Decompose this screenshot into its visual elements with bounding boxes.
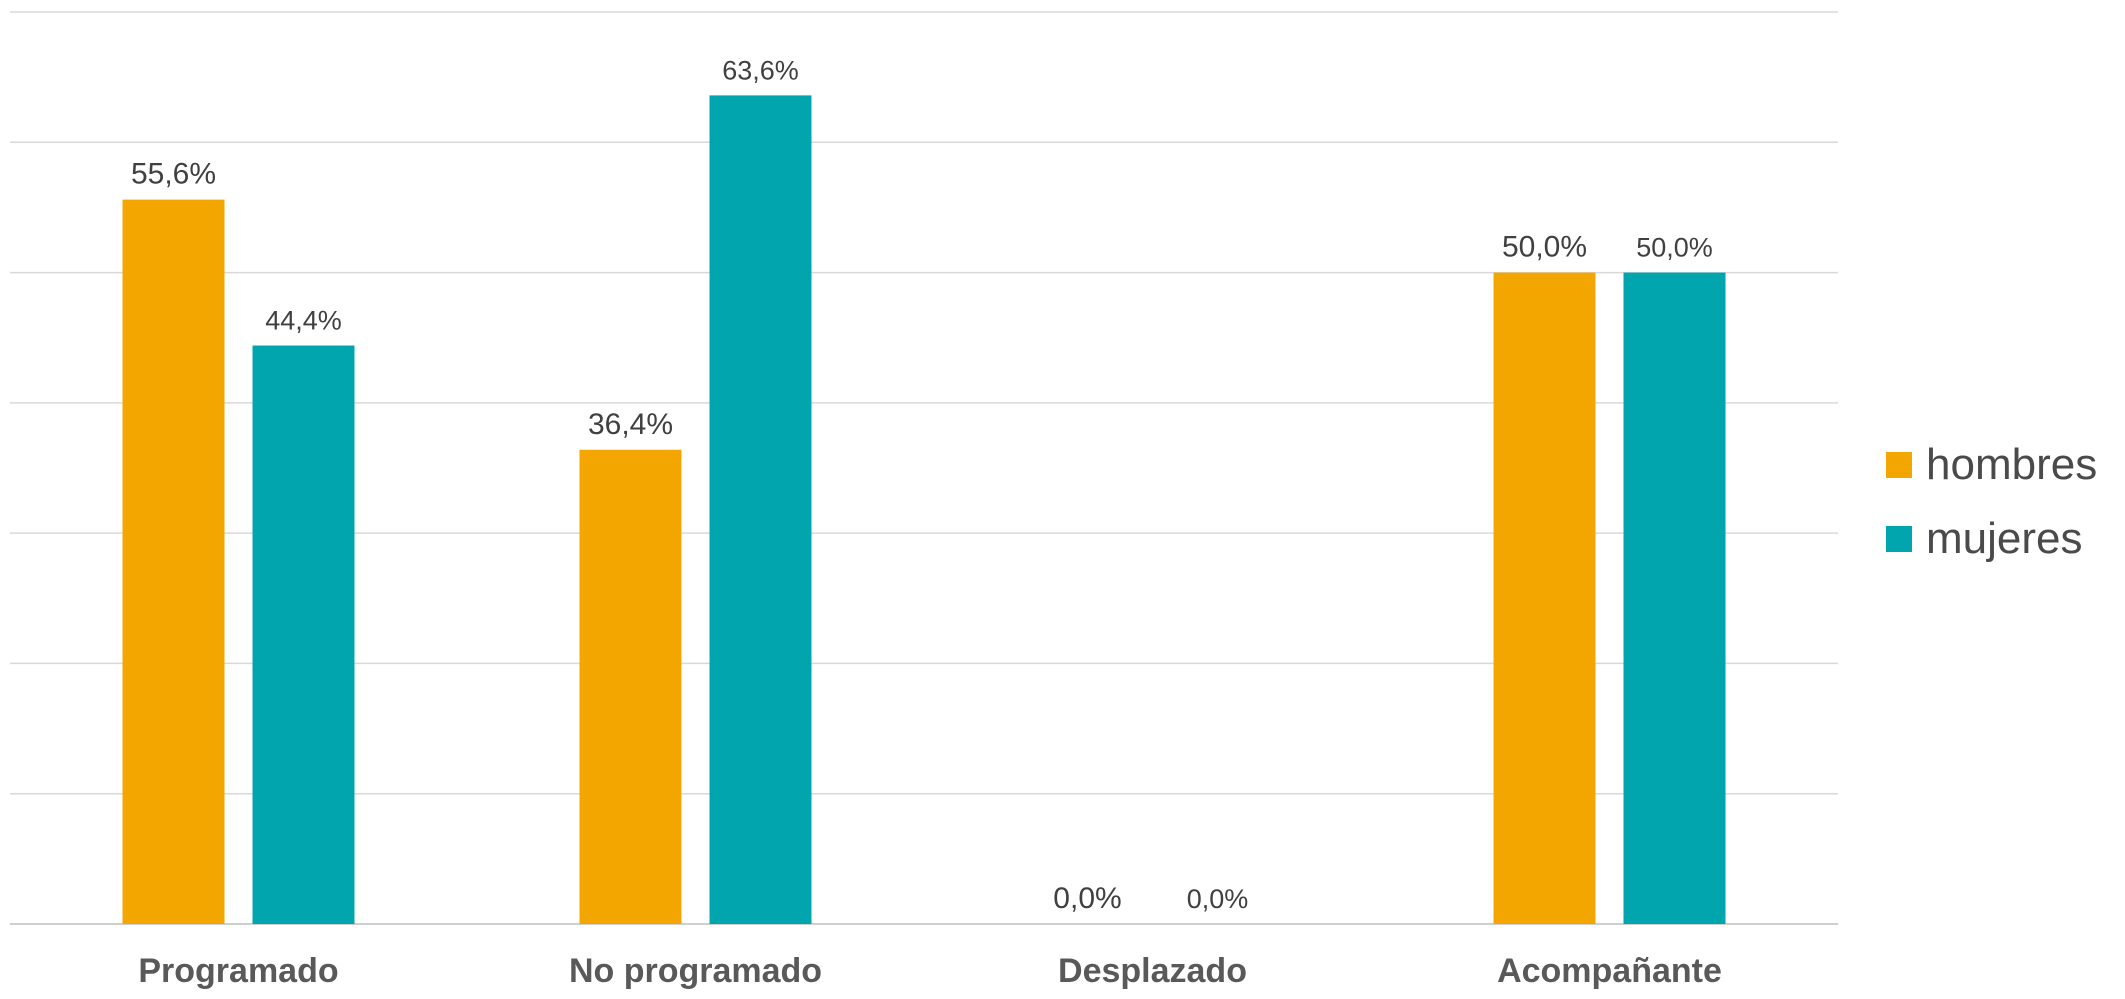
data-label-hombres-2: 0,0% [1053,882,1121,915]
legend-label-mujeres: mujeres [1926,514,2083,563]
data-label-hombres-3: 50,0% [1502,231,1587,264]
data-labels: 55,6% 44,4% 36,4% 63,6% 0,0% 0,0% 50,0% 50,0% [131,55,1713,915]
bar-mujeres-0 [252,345,355,924]
chart-canvas: 55,6% 44,4% 36,4% 63,6% 0,0% 0,0% 50,0% 50,0% P… [10,11,1838,990]
bar-hombres-0 [122,199,225,924]
x-tick-label-1: No programado [569,952,822,990]
bars [122,95,1726,925]
data-label-hombres-1: 36,4% [588,408,673,441]
x-axis-tick-labels: Programado No programado Desplazado Acompañ… [138,952,1722,990]
data-label-mujeres-1: 63,6% [722,55,799,85]
bar-hombres-3 [1493,272,1596,925]
bar-hombres-1 [579,449,682,924]
data-label-mujeres-0: 44,4% [265,306,342,336]
bar-mujeres-1 [709,95,812,924]
legend-swatch-hombres [1886,452,1912,478]
legend-label-hombres: hombres [1926,440,2098,489]
data-label-mujeres-3: 50,0% [1636,233,1713,263]
legend: hombres mujeres [1886,428,2097,576]
x-tick-label-0: Programado [138,952,338,990]
x-tick-label-2: Desplazado [1058,952,1247,990]
x-tick-label-3: Acompañante [1497,952,1722,990]
data-label-mujeres-2: 0,0% [1187,884,1249,914]
legend-item-hombres: hombres [1886,428,2097,502]
bar-mujeres-3 [1623,272,1726,925]
legend-swatch-mujeres [1886,526,1912,552]
legend-item-mujeres: mujeres [1886,502,2097,576]
data-label-hombres-0: 55,6% [131,158,216,191]
